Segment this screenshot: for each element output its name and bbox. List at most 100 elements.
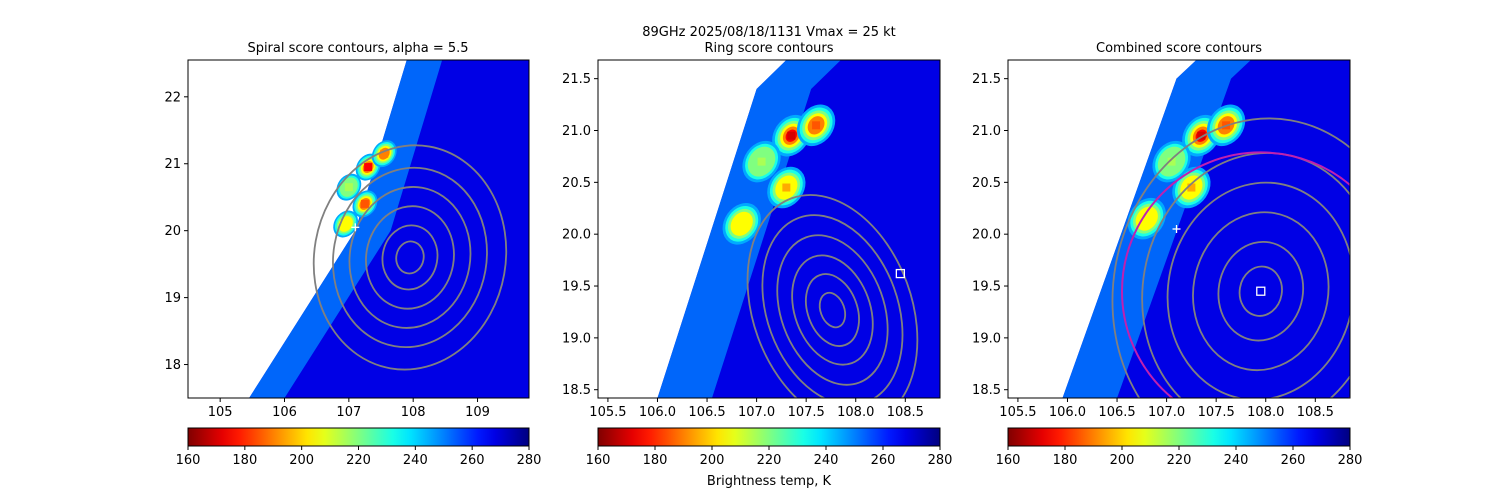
cold-core	[371, 140, 397, 168]
cold-core-pixel	[1197, 131, 1206, 140]
contour-line	[761, 214, 904, 398]
panel-title-ring: Ring score contours	[704, 41, 833, 56]
cold-core-pixel	[812, 121, 821, 130]
colorbar-tick-label: 200	[1110, 453, 1135, 468]
x-tick-label: 107.0	[1148, 405, 1185, 420]
colorbar-tick-label: 180	[1053, 453, 1078, 468]
y-tick-label: 18.5	[562, 383, 591, 398]
cold-core-pixel	[782, 183, 791, 192]
x-tick-label: 106	[272, 405, 297, 420]
cold-core-pixel	[360, 199, 369, 208]
colorbar-gradient	[187, 427, 530, 447]
colorbar: 160 180 200 220 240 260 280	[176, 427, 541, 468]
y-tick-label: 18	[164, 358, 181, 373]
y-tick-label: 19.5	[562, 280, 591, 295]
colorbar-tick-label: 240	[1224, 453, 1249, 468]
y-tick-label: 20.0	[562, 228, 591, 243]
colorbar-tick-label: 160	[586, 453, 611, 468]
y-tick-label: 20.5	[562, 176, 591, 191]
figure-suptitle: 89GHz 2025/08/18/1131 Vmax = 25 kt	[642, 25, 896, 40]
score-contours	[746, 194, 919, 398]
colorbar-label: Brightness temp, K	[707, 474, 832, 489]
contour-line	[365, 205, 455, 310]
x-tick-label: 105.5	[999, 405, 1036, 420]
colorbar-tick-label: 260	[1281, 453, 1306, 468]
cold-core-pixel	[341, 219, 350, 228]
cold-core	[1182, 114, 1221, 157]
y-tick-label: 19	[164, 291, 181, 306]
y-tick-label: 19.0	[972, 331, 1001, 346]
cold-core	[772, 114, 811, 157]
contour-line	[348, 186, 472, 329]
colorbar: 160 180 200 220 240 260 280	[586, 427, 952, 468]
colorbar-tick-label: 240	[403, 453, 428, 468]
x-tick-label: 107.5	[788, 405, 825, 420]
colorbar-tick-label: 180	[643, 453, 668, 468]
cold-core-pixel	[380, 149, 389, 158]
plot-area	[188, 60, 529, 398]
colorbar: 160 180 200 220 240 260 280	[996, 427, 1363, 468]
colorbar-tick-label: 200	[289, 453, 314, 468]
cold-core	[1172, 166, 1211, 209]
cold-core-pixel	[344, 183, 353, 192]
center-square-marker	[895, 268, 905, 279]
colorbar-tick-label: 180	[232, 453, 257, 468]
y-tick-label: 21	[164, 157, 181, 172]
score-contours	[312, 144, 508, 371]
panel-ring: Ring score contours 105.5 106.0 106.5 107.0…	[562, 41, 952, 468]
x-tick-label: 109	[465, 405, 490, 420]
panel-combined: Combined score contours 105.5 106.0 106.5 1…	[972, 41, 1363, 468]
panel-spiral: Spiral score contours, alpha = 5.5 105 10…	[164, 41, 541, 468]
contour-line	[1217, 240, 1305, 342]
y-tick-label: 19.5	[972, 280, 1001, 295]
x-tick-label: 105.5	[589, 405, 626, 420]
ring-circle	[1121, 151, 1350, 398]
x-tick-label: 106.0	[639, 405, 676, 420]
contour-line	[1166, 181, 1350, 398]
cold-core-pixel	[757, 157, 766, 166]
center-square-marker	[1256, 286, 1266, 296]
contour-line	[1192, 211, 1330, 372]
x-tick-label: 105	[208, 405, 233, 420]
y-tick-label: 20.0	[972, 228, 1001, 243]
y-tick-label: 21.0	[972, 124, 1001, 139]
y-tick-label: 19.0	[562, 331, 591, 346]
colorbar-gradient	[1007, 427, 1351, 447]
axes-frame	[187, 59, 530, 399]
colorbar-tick-label: 280	[1338, 453, 1363, 468]
contour-line	[395, 240, 425, 275]
cold-core	[722, 203, 761, 245]
axes-frame	[1007, 59, 1351, 399]
y-tick-label: 22	[164, 90, 181, 105]
x-tick-label: 108.0	[837, 405, 874, 420]
cold-core-pixel	[737, 219, 746, 228]
center-plus-marker	[1172, 225, 1181, 233]
colorbar-tick-label: 260	[460, 453, 485, 468]
x-tick-label: 107	[336, 405, 361, 420]
colorbar-tick-label: 200	[700, 453, 725, 468]
x-tick-label: 107.0	[738, 405, 775, 420]
contour-line	[776, 234, 889, 386]
y-tick-label: 21.5	[562, 72, 591, 87]
x-tick-label: 106.5	[1098, 405, 1135, 420]
cold-core	[742, 140, 781, 183]
colorbar-tick-label: 240	[814, 453, 839, 468]
cold-core-pixel	[787, 131, 796, 140]
x-tick-label: 108.0	[1247, 405, 1284, 420]
plot-area	[1008, 60, 1350, 398]
colorbar-tick-label: 220	[757, 453, 782, 468]
contour-line	[805, 273, 860, 347]
contour-line	[332, 166, 488, 349]
x-tick-label: 107.5	[1198, 405, 1235, 420]
contour-line	[312, 144, 508, 371]
colorbar-tick-label: 220	[1167, 453, 1192, 468]
y-tick-label: 21.5	[972, 72, 1001, 87]
colorbar-tick-label: 220	[346, 453, 371, 468]
x-tick-label: 106.0	[1049, 405, 1086, 420]
y-tick-label: 21.0	[562, 124, 591, 139]
cold-core-pixel	[1187, 183, 1196, 192]
panel-title-combined: Combined score contours	[1096, 41, 1262, 56]
cold-core-pixel	[1142, 214, 1151, 223]
y-tick-label: 20.5	[972, 176, 1001, 191]
